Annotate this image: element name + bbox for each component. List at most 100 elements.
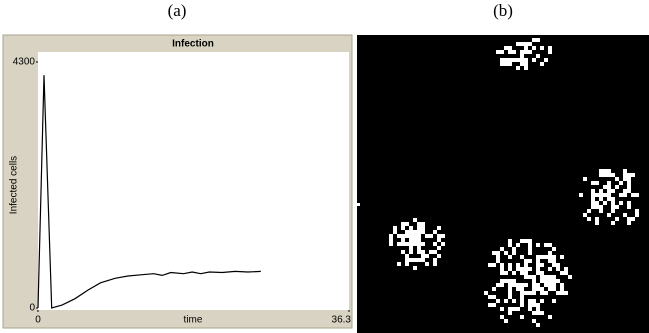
- cell: [603, 169, 607, 173]
- cell: [627, 173, 631, 177]
- cell: [500, 50, 504, 54]
- cell: [548, 267, 552, 271]
- cell: [556, 279, 560, 283]
- cell: [508, 46, 512, 50]
- cell: [623, 169, 627, 173]
- cell: [413, 218, 417, 222]
- cell: [623, 177, 627, 181]
- cell: [409, 250, 413, 254]
- cell: [532, 283, 536, 287]
- cell: [397, 262, 401, 266]
- cell: [599, 173, 603, 177]
- cell: [512, 299, 516, 303]
- cell: [500, 315, 504, 319]
- cell: [524, 58, 528, 62]
- cell: [619, 193, 623, 197]
- cell: [524, 239, 528, 243]
- cell: [611, 197, 615, 201]
- cell: [520, 42, 524, 46]
- cell: [500, 283, 504, 287]
- cell: [413, 258, 417, 262]
- cell: [540, 62, 544, 66]
- cell: [607, 169, 611, 173]
- cell: [548, 279, 552, 283]
- cell: [544, 279, 548, 283]
- cell: [512, 283, 516, 287]
- cell: [504, 279, 508, 283]
- cell: [484, 291, 488, 295]
- cell: [607, 213, 611, 217]
- cell: [536, 259, 540, 263]
- cell: [603, 185, 607, 189]
- cell: [552, 287, 556, 291]
- cell: [599, 209, 603, 213]
- cell: [611, 201, 615, 205]
- cell: [583, 177, 587, 181]
- cell: [532, 46, 536, 50]
- cell: [528, 303, 532, 307]
- cell: [556, 267, 560, 271]
- cell: [528, 267, 532, 271]
- cell: [579, 193, 583, 197]
- cell: [532, 291, 536, 295]
- cell: [492, 263, 496, 267]
- cell: [437, 238, 441, 242]
- cell: [409, 246, 413, 250]
- cell: [417, 242, 421, 246]
- cell: [552, 279, 556, 283]
- y-tick-label: 4300: [13, 57, 36, 68]
- cell: [540, 311, 544, 315]
- cell: [441, 234, 445, 238]
- cell: [405, 242, 409, 246]
- cell: [524, 291, 528, 295]
- cell: [512, 58, 516, 62]
- cell: [500, 62, 504, 66]
- cell: [532, 299, 536, 303]
- cell: [405, 222, 409, 226]
- cell: [591, 181, 595, 185]
- cell: [524, 66, 528, 70]
- cell: [421, 222, 425, 226]
- cell: [552, 247, 556, 251]
- cell: [607, 193, 611, 197]
- cell: [520, 50, 524, 54]
- cell: [516, 263, 520, 267]
- cell: [421, 258, 425, 262]
- cell: [516, 307, 520, 311]
- cell: [631, 173, 635, 177]
- cell: [393, 226, 397, 230]
- cell: [595, 201, 599, 205]
- cell: [516, 243, 520, 247]
- cell: [591, 205, 595, 209]
- cell: [532, 287, 536, 291]
- cell: [417, 234, 421, 238]
- cell: [548, 275, 552, 279]
- cell: [528, 251, 532, 255]
- cell: [623, 173, 627, 177]
- cell: [421, 226, 425, 230]
- cell: [615, 177, 619, 181]
- cell: [536, 271, 540, 275]
- cell: [357, 203, 360, 206]
- cell: [397, 242, 401, 246]
- cell: [532, 58, 536, 62]
- cell: [496, 299, 500, 303]
- cell: [508, 311, 512, 315]
- cell: [389, 234, 393, 238]
- cell: [508, 279, 512, 283]
- cell: [425, 234, 429, 238]
- cell: [500, 271, 504, 275]
- cell: [615, 217, 619, 221]
- cell: [540, 291, 544, 295]
- cell: [532, 311, 536, 315]
- cell: [389, 238, 393, 242]
- cell: [540, 46, 544, 50]
- cell: [540, 275, 544, 279]
- cell: [492, 287, 496, 291]
- cell: [627, 217, 631, 221]
- cell: [389, 242, 393, 246]
- cell: [500, 247, 504, 251]
- cell: [524, 283, 528, 287]
- y-axis-label: Infected cells: [9, 156, 20, 214]
